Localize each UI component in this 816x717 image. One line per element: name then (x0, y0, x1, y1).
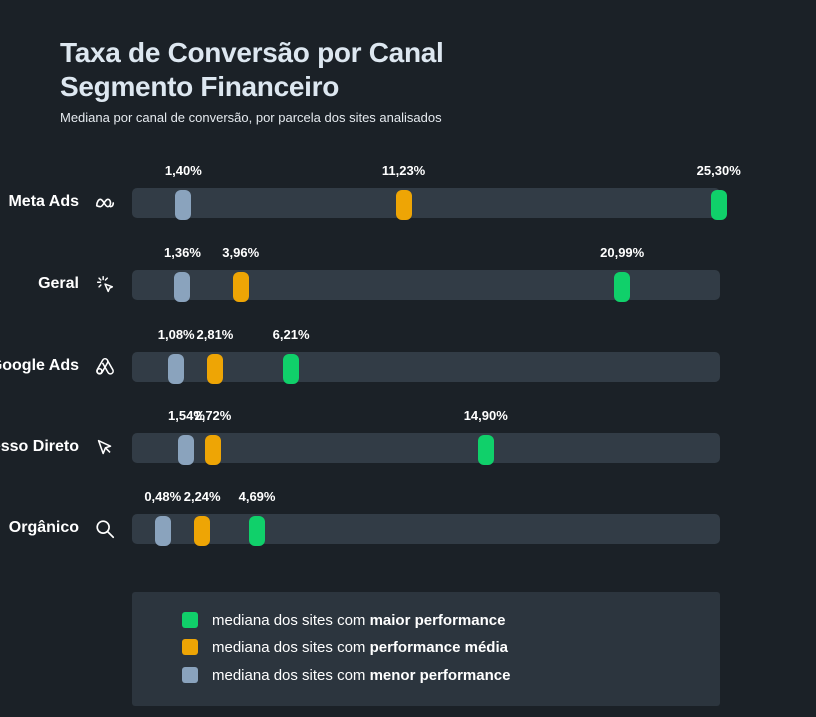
value-label-high: 20,99% (600, 245, 645, 260)
chart-row: Google Ads 1,08%2,81% 6,21% (0, 327, 816, 387)
legend-prefix-medium: mediana dos sites com (212, 639, 370, 656)
meta-icon (94, 192, 116, 214)
row-label: Orgânico (8, 519, 79, 536)
marker-low (154, 516, 171, 546)
marker-low (168, 354, 185, 384)
marker-medium (395, 190, 412, 220)
marker-high (477, 435, 494, 465)
row-track (132, 270, 720, 300)
row-label: Google Ads (0, 357, 79, 374)
legend-prefix-low: mediana dos sites com (212, 667, 370, 684)
google-ads-icon (94, 356, 116, 378)
chart-row: Geral 1,36% 3,96% 20,99% (0, 245, 816, 305)
legend-item-medium: mediana dos sites com performance média (182, 639, 508, 657)
legend-item-low: mediana dos sites com menor performance (182, 667, 510, 685)
legend-item-high: mediana dos sites com maior performance (182, 612, 505, 630)
marker-high (249, 516, 266, 546)
row-track (132, 352, 720, 382)
legend: mediana dos sites com maior performance … (132, 592, 720, 706)
legend-bold-high: maior performance (369, 612, 506, 629)
value-label-low: 0,48% (144, 489, 182, 504)
marker-high (283, 354, 300, 384)
value-label-low: 1,40% (164, 163, 202, 178)
value-label-high: 14,90% (463, 408, 508, 423)
value-label-high: 6,21% (272, 327, 310, 342)
value-label-medium: 2,72% (194, 408, 232, 423)
marker-low (178, 435, 195, 465)
value-label-medium: 2,24% (183, 489, 221, 504)
value-label-high: 25,30% (696, 163, 741, 178)
marker-low (174, 272, 191, 302)
legend-prefix-high: mediana dos sites com (212, 612, 370, 629)
row-label: Geral (38, 275, 79, 292)
marker-low (175, 190, 192, 220)
chart-row: Orgânico 0,48% 2,24% 4,69% (0, 489, 816, 549)
legend-swatch-low (182, 667, 198, 683)
search-icon (94, 518, 116, 540)
value-label-low: 1,36% (164, 245, 201, 260)
row-label: Acesso Direto (0, 438, 79, 455)
legend-swatch-high (182, 612, 198, 628)
value-label-medium: 2,81% (196, 327, 234, 342)
row-track (132, 433, 720, 463)
marker-high (614, 272, 631, 302)
marker-medium (206, 354, 223, 384)
value-label-medium: 3,96% (222, 245, 260, 260)
chart-title-line2: Segmento Financeiro (60, 71, 340, 102)
chart-title-line1: Taxa de Conversão por Canal (60, 37, 444, 68)
row-label: Meta Ads (8, 193, 79, 210)
marker-medium (194, 516, 211, 546)
legend-bold-medium: performance média (369, 639, 508, 656)
row-track (132, 514, 720, 544)
value-label-low: 1,08% (157, 327, 195, 342)
row-track (132, 188, 720, 218)
sparkle-cursor-icon (94, 274, 116, 296)
marker-medium (204, 435, 221, 465)
cursor-icon (94, 437, 116, 459)
marker-high (710, 190, 727, 220)
legend-swatch-medium (182, 639, 198, 655)
legend-bold-low: menor performance (369, 667, 511, 684)
value-label-low: 1,54% (168, 408, 205, 423)
chart-row: Acesso Direto 1,54%2,72% 14,90% (0, 408, 816, 468)
chart-title: Taxa de Conversão por Canal Segmento Fin… (60, 36, 444, 104)
chart-subtitle: Mediana por canal de conversão, por parc… (60, 110, 442, 125)
value-label-high: 4,69% (238, 489, 276, 504)
chart-row: Meta Ads 1,40% 11,23% 25,30% (0, 163, 816, 223)
value-label-medium: 11,23% (381, 163, 426, 178)
marker-medium (232, 272, 249, 302)
